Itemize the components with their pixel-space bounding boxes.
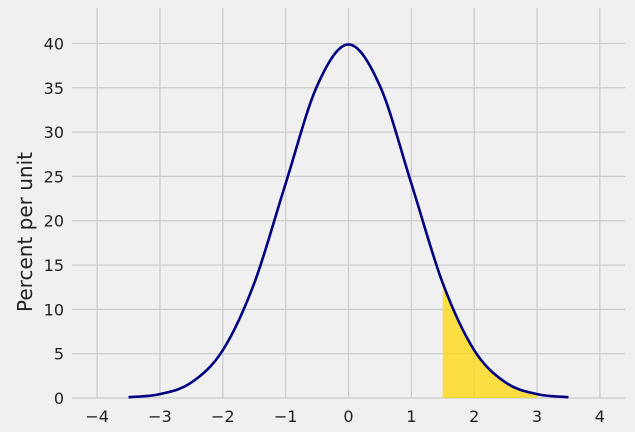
x-tick-label: 2 [469,407,479,426]
y-tick-label: 25 [44,167,64,186]
y-tick-label: 0 [54,389,64,408]
x-tick-label: −4 [85,407,109,426]
x-tick-label: −2 [211,407,235,426]
y-tick-label: 20 [44,212,64,231]
y-tick-label: 15 [44,256,64,275]
y-tick-label: 10 [44,300,64,319]
y-tick-label: 35 [44,79,64,98]
x-axis-tick-labels: −4 −3 −2 −1 0 1 2 3 4 [85,407,605,426]
grid [72,8,625,399]
y-tick-label: 40 [44,34,64,53]
x-tick-label: 1 [406,407,416,426]
y-axis-tick-labels: 0 5 10 15 20 25 30 35 40 [44,34,64,408]
x-tick-label: 3 [532,407,542,426]
shaded-tail-area [442,283,538,398]
x-tick-label: 0 [343,407,353,426]
y-tick-label: 30 [44,123,64,142]
x-tick-label: 4 [595,407,605,426]
x-tick-label: −1 [274,407,298,426]
y-axis-label: Percent per unit [13,152,37,312]
density-curve [128,43,569,399]
y-tick-label: 5 [54,345,64,364]
x-tick-label: −3 [148,407,172,426]
